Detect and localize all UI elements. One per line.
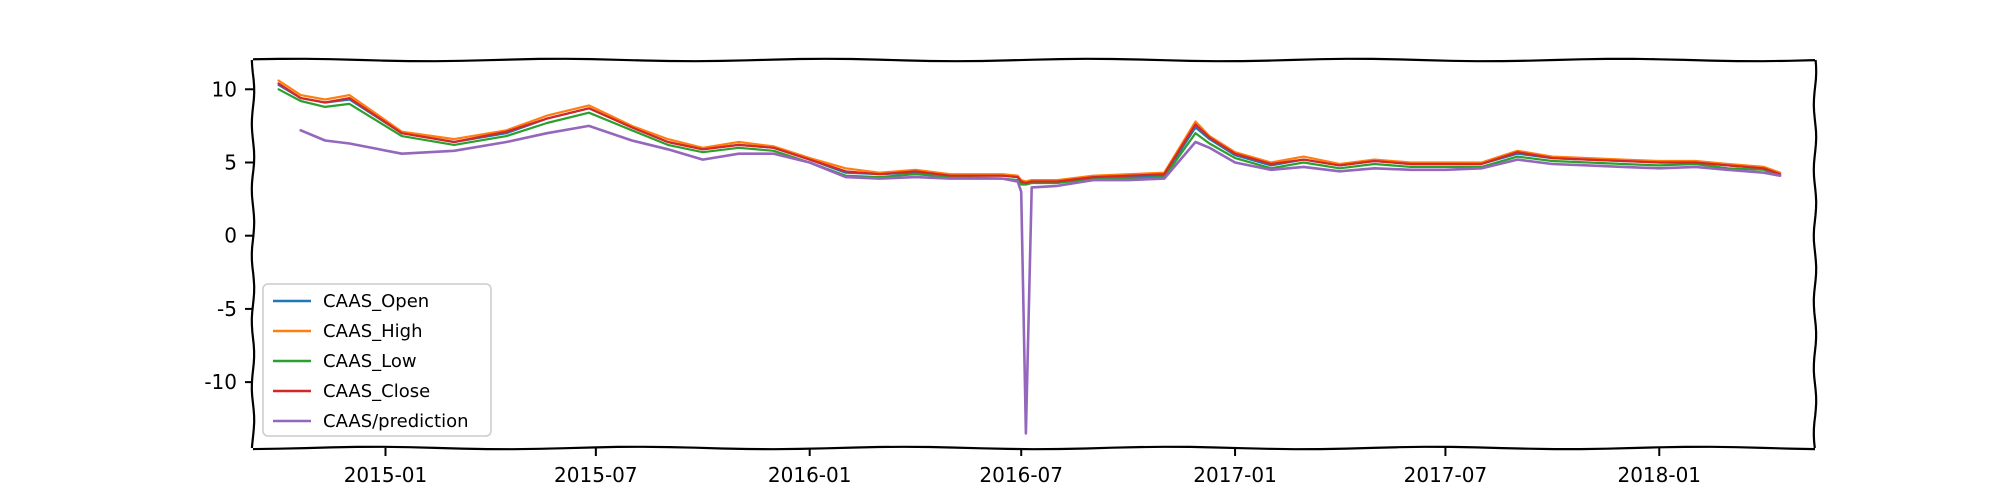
legend: CAAS_Open CAAS_High CAAS_Low CAAS_Close CAAS… <box>262 283 492 437</box>
x-tick-label: 2016-01 <box>768 463 852 487</box>
x-tick-label: 2015-01 <box>344 463 428 487</box>
y-tick-label: 5 <box>224 150 237 174</box>
legend-label: CAAS_High <box>323 321 423 342</box>
series-layer <box>277 79 1782 435</box>
x-tick-label: 2016-07 <box>979 463 1063 487</box>
legend-label: CAAS_Open <box>323 291 429 312</box>
y-tick-label: -10 <box>204 370 237 394</box>
x-axis-ticks: 2015-01 2015-07 2016-01 2016-07 2017-01 2017-… <box>344 448 1701 487</box>
series-line-caas-close <box>277 82 1782 185</box>
legend-label: CAAS/prediction <box>323 411 469 432</box>
series-line-caas-prediction <box>299 124 1782 435</box>
legend-label: CAAS_Close <box>323 381 430 402</box>
y-axis-ticks: 10 5 0 -5 -10 <box>204 77 253 394</box>
y-tick-label: 0 <box>224 224 237 248</box>
y-tick-label: 10 <box>212 77 237 101</box>
series-line-caas-low <box>277 88 1782 186</box>
x-tick-label: 2017-01 <box>1193 463 1277 487</box>
x-tick-label: 2015-07 <box>554 463 638 487</box>
x-tick-label: 2018-01 <box>1617 463 1701 487</box>
legend-box <box>262 283 492 437</box>
y-tick-label: -5 <box>217 297 237 321</box>
series-line-caas-high <box>277 79 1782 183</box>
legend-label: CAAS_Low <box>323 351 417 372</box>
plot-frame <box>250 57 1818 451</box>
x-tick-label: 2017-07 <box>1404 463 1488 487</box>
